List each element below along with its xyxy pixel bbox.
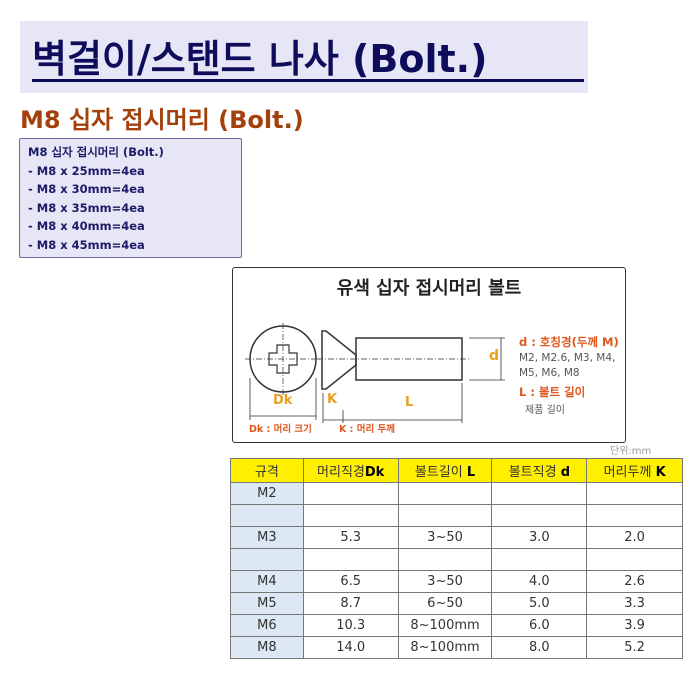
table-row: M5 8.7 6~50 5.0 3.3 xyxy=(230,592,683,615)
header-dk: 머리직경Dk xyxy=(302,458,399,483)
spec-cell: M5 xyxy=(230,592,304,615)
spec-cell xyxy=(230,504,304,527)
value-cell xyxy=(586,548,683,571)
spec-cell: M4 xyxy=(230,570,304,593)
table-row xyxy=(230,548,683,571)
value-cell xyxy=(302,482,399,505)
value-cell xyxy=(491,548,588,571)
value-cell xyxy=(302,548,399,571)
value-cell: 3.9 xyxy=(586,614,683,637)
value-cell xyxy=(397,548,493,571)
value-cell: 3.0 xyxy=(491,526,588,549)
bolt-drawing xyxy=(245,323,505,423)
contents-item: - M8 x 30mm=4ea xyxy=(28,182,145,196)
value-cell: 3~50 xyxy=(397,570,493,593)
d-legend: d : 호칭경(두께 M) xyxy=(519,335,619,349)
header-l: 볼트길이 L xyxy=(397,458,493,483)
value-cell: 5.3 xyxy=(302,526,399,549)
value-cell: 2.6 xyxy=(586,570,683,593)
value-cell: 3.3 xyxy=(586,592,683,615)
page-title: 벽걸이/스탠드 나사 (Bolt.) xyxy=(32,37,488,81)
value-cell: 5.0 xyxy=(491,592,588,615)
contents-item: - M8 x 35mm=4ea xyxy=(28,200,145,215)
product-subtitle: M8 십자 접시머리 (Bolt.) xyxy=(20,106,304,134)
header-spec: 규격 xyxy=(230,458,304,483)
contents-item: - M8 x 45mm=4ea xyxy=(28,237,145,252)
value-cell: 3~50 xyxy=(397,526,493,549)
header-text: 규격 xyxy=(254,465,279,480)
spec-cell: M3 xyxy=(230,526,304,549)
spec-cell xyxy=(230,548,304,571)
header-symbol: d xyxy=(560,465,570,480)
value-cell: 5.2 xyxy=(586,636,683,659)
header-symbol: Dk xyxy=(364,465,385,480)
value-cell: 8~100mm xyxy=(397,636,493,659)
k-label: K xyxy=(327,392,338,407)
header-symbol: K xyxy=(655,465,666,480)
header-symbol: L xyxy=(466,465,476,480)
bolt-diagram: 유색 십자 접시머리 볼트 Dk K L d Dk : 머리 크기 K : 머리… xyxy=(232,267,626,443)
l-legend: L : 볼트 길이 xyxy=(519,385,586,399)
d-values: M2, M2.6, M3, M4, xyxy=(519,352,616,364)
value-cell xyxy=(491,482,588,505)
header-k: 머리두께 K xyxy=(586,458,683,483)
contents-item: - M8 x 40mm=4ea xyxy=(28,219,145,233)
value-cell: 14.0 xyxy=(302,636,399,659)
spec-table: 규격 머리직경Dk 볼트길이 L 볼트직경 d 머리두께 K M2 M3 5.3 3~… xyxy=(230,458,683,659)
value-cell xyxy=(397,482,493,505)
table-row: M2 xyxy=(230,482,683,505)
header-text: 볼트직경 xyxy=(508,465,561,480)
header-d: 볼트직경 d xyxy=(491,458,588,483)
table-row: M3 5.3 3~50 3.0 2.0 xyxy=(230,526,683,549)
value-cell: 10.3 xyxy=(302,614,399,637)
value-cell: 2.0 xyxy=(586,526,683,549)
header-text: 볼트길이 xyxy=(414,465,467,480)
table-row xyxy=(230,504,683,527)
value-cell xyxy=(302,504,399,527)
header-text: 머리두께 xyxy=(603,465,656,480)
dk-caption: Dk : 머리 크기 xyxy=(249,424,312,435)
unit-label: 단위:mm xyxy=(610,446,652,457)
table-row: M8 14.0 8~100mm 8.0 5.2 xyxy=(230,636,683,659)
spec-cell: M2 xyxy=(230,482,304,505)
diagram-title: 유색 십자 접시머리 볼트 xyxy=(336,278,522,299)
value-cell: 6.5 xyxy=(302,570,399,593)
contents-item: - M8 x 25mm=4ea xyxy=(28,163,145,178)
value-cell: 6~50 xyxy=(397,592,493,615)
spec-cell: M6 xyxy=(230,614,304,637)
value-cell: 8.7 xyxy=(302,592,399,615)
k-caption: K : 머리 두께 xyxy=(339,424,396,435)
spec-cell: M8 xyxy=(230,636,304,659)
table-header-row: 규격 머리직경Dk 볼트길이 L 볼트직경 d 머리두께 K xyxy=(230,458,683,483)
value-cell xyxy=(586,504,683,527)
value-cell: 8~100mm xyxy=(397,614,493,637)
value-cell: 4.0 xyxy=(491,570,588,593)
l-desc: 제품 길이 xyxy=(525,405,565,416)
table-row: M4 6.5 3~50 4.0 2.6 xyxy=(230,570,683,593)
d-values: M5, M6, M8 xyxy=(519,367,580,379)
contents-box: M8 십자 접시머리 (Bolt.) - M8 x 25mm=4ea - M8 … xyxy=(19,138,242,258)
header-text: 머리직경 xyxy=(317,465,365,480)
value-cell xyxy=(397,504,493,527)
l-label: L xyxy=(405,395,414,410)
dk-label: Dk xyxy=(273,393,293,408)
title-underline xyxy=(32,79,584,82)
value-cell xyxy=(491,504,588,527)
contents-heading: M8 십자 접시머리 (Bolt.) xyxy=(28,145,164,159)
value-cell: 8.0 xyxy=(491,636,588,659)
d-label: d xyxy=(489,348,500,364)
value-cell xyxy=(586,482,683,505)
table-row: M6 10.3 8~100mm 6.0 3.9 xyxy=(230,614,683,637)
value-cell: 6.0 xyxy=(491,614,588,637)
